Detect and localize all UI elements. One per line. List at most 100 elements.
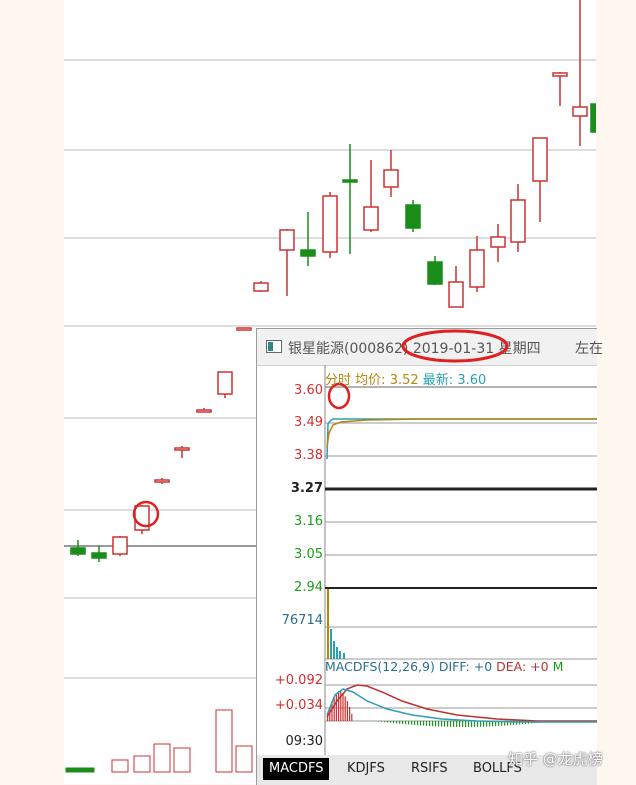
macd-hist-bar	[399, 721, 400, 724]
legend-avg-value: 3.52	[390, 373, 419, 388]
tab-kdjfs[interactable]: KDJFS	[341, 758, 391, 780]
candle-body	[511, 200, 525, 242]
legend-mode: 分时	[325, 373, 351, 388]
macd-hist-bar	[450, 721, 451, 727]
macd-hist-bar	[393, 721, 394, 723]
legend-latest-value: 3.60	[457, 373, 486, 388]
macd-dea: DEA: +0	[496, 659, 548, 674]
macd-hist-bar	[345, 696, 346, 721]
candle-body	[92, 553, 106, 558]
macd-hist-bar	[338, 691, 339, 721]
macd-hist-bar	[402, 721, 403, 724]
price-tick-label: 3.05	[257, 547, 323, 562]
intraday-popup-window[interactable]: 银星能源(000862) 2019-01-31 星期四 左在	[256, 328, 597, 785]
macd-hist-bar	[480, 721, 481, 727]
legend-avg-label: 均价:	[355, 373, 385, 388]
macd-tick-high: +0.092	[257, 673, 323, 688]
macd-hist-bar	[349, 707, 350, 721]
volume-bar	[216, 710, 232, 772]
macd-hist-bar	[351, 714, 352, 721]
candle-body	[280, 230, 294, 250]
price-line	[327, 419, 597, 459]
macd-hist-bar	[426, 721, 427, 726]
macd-hist-bar	[438, 721, 439, 726]
macd-hist-bar	[381, 721, 382, 722]
macd-hist-bar	[387, 721, 388, 723]
candle-body	[197, 410, 211, 412]
candle-body	[155, 480, 169, 482]
price-tick-label: 3.49	[257, 415, 323, 430]
candle-body	[384, 170, 398, 187]
volume-bar	[154, 744, 170, 772]
volume-label: 76714	[257, 613, 323, 628]
macd-tick-low: +0.034	[257, 698, 323, 713]
volume-bars	[327, 589, 345, 659]
macd-hist-bar	[477, 721, 478, 727]
price-tick-label: 3.27	[257, 481, 323, 496]
macd-legend: MACDFS(12,26,9) DIFF: +0 DEA: +0 M	[325, 659, 563, 674]
candle-body	[470, 250, 484, 287]
macd-hist-bar	[408, 721, 409, 724]
candle-body	[573, 107, 587, 116]
candle-body	[491, 237, 505, 247]
candle-body	[533, 138, 547, 181]
macd-dea-line	[327, 685, 597, 721]
macd-hist-bar	[396, 721, 397, 723]
candle-body	[175, 448, 189, 450]
candle-body	[113, 537, 127, 554]
tab-rsifs[interactable]: RSIFS	[405, 758, 454, 780]
macd-hist-bar	[390, 721, 391, 723]
candle-body	[71, 548, 85, 554]
price-tick-label: 3.16	[257, 514, 323, 529]
macd-hist-bar	[384, 721, 385, 722]
macd-hist-bar	[378, 721, 379, 722]
macd-hist-bar	[405, 721, 406, 724]
macd-hist-bar	[465, 721, 466, 727]
candle-body	[254, 283, 268, 291]
candle-body	[237, 328, 251, 330]
watermark: 知乎 @龙虎榜	[508, 748, 603, 769]
legend-latest-label: 最新:	[423, 373, 453, 388]
macd-m: M	[553, 659, 564, 674]
candle-body	[323, 196, 337, 252]
candle-body	[343, 180, 357, 182]
candle-body	[553, 73, 567, 76]
volume-bar	[78, 768, 94, 772]
macd-hist-bar	[453, 721, 454, 727]
macd-name: MACDFS(12,26,9)	[325, 659, 435, 674]
macd-diff: DIFF: +0	[439, 659, 492, 674]
macd-hist-bar	[423, 721, 424, 726]
candle-body	[364, 207, 378, 230]
macd-hist-bar	[411, 721, 412, 725]
macd-hist-bar	[459, 721, 460, 727]
price-legend: 分时 均价: 3.52 最新: 3.60	[325, 369, 486, 388]
macd-hist-bar	[347, 701, 348, 721]
macd-diff-line	[327, 689, 597, 722]
macd-hist-bar	[435, 721, 436, 726]
time-label: 09:30	[257, 734, 323, 749]
candle-body	[218, 372, 232, 394]
macd-hist-bar	[444, 721, 445, 727]
candle-body	[449, 282, 463, 307]
macd-hist-bar	[456, 721, 457, 727]
tab-macdfs[interactable]: MACDFS	[263, 758, 329, 780]
volume-bar	[236, 746, 252, 772]
price-tick-label: 3.60	[257, 383, 323, 398]
annotation-circle-date	[403, 331, 507, 361]
macd-hist-bar	[471, 721, 472, 727]
volume-bar	[112, 760, 128, 772]
macd-hist-bar	[432, 721, 433, 726]
macd-hist-bar	[429, 721, 430, 726]
price-tick-label: 3.38	[257, 448, 323, 463]
macd-hist-bar	[441, 721, 442, 727]
price-tick-label: 2.94	[257, 580, 323, 595]
volume-bar	[134, 756, 150, 772]
macd-hist-bar	[474, 721, 475, 727]
candle-body	[428, 262, 442, 284]
macd-hist-bar	[336, 693, 337, 721]
macd-hist-bar	[447, 721, 448, 727]
right-margin	[596, 0, 636, 784]
macd-hist-bar	[342, 693, 343, 721]
macd-hist-bar	[468, 721, 469, 727]
candle-body	[406, 205, 420, 228]
